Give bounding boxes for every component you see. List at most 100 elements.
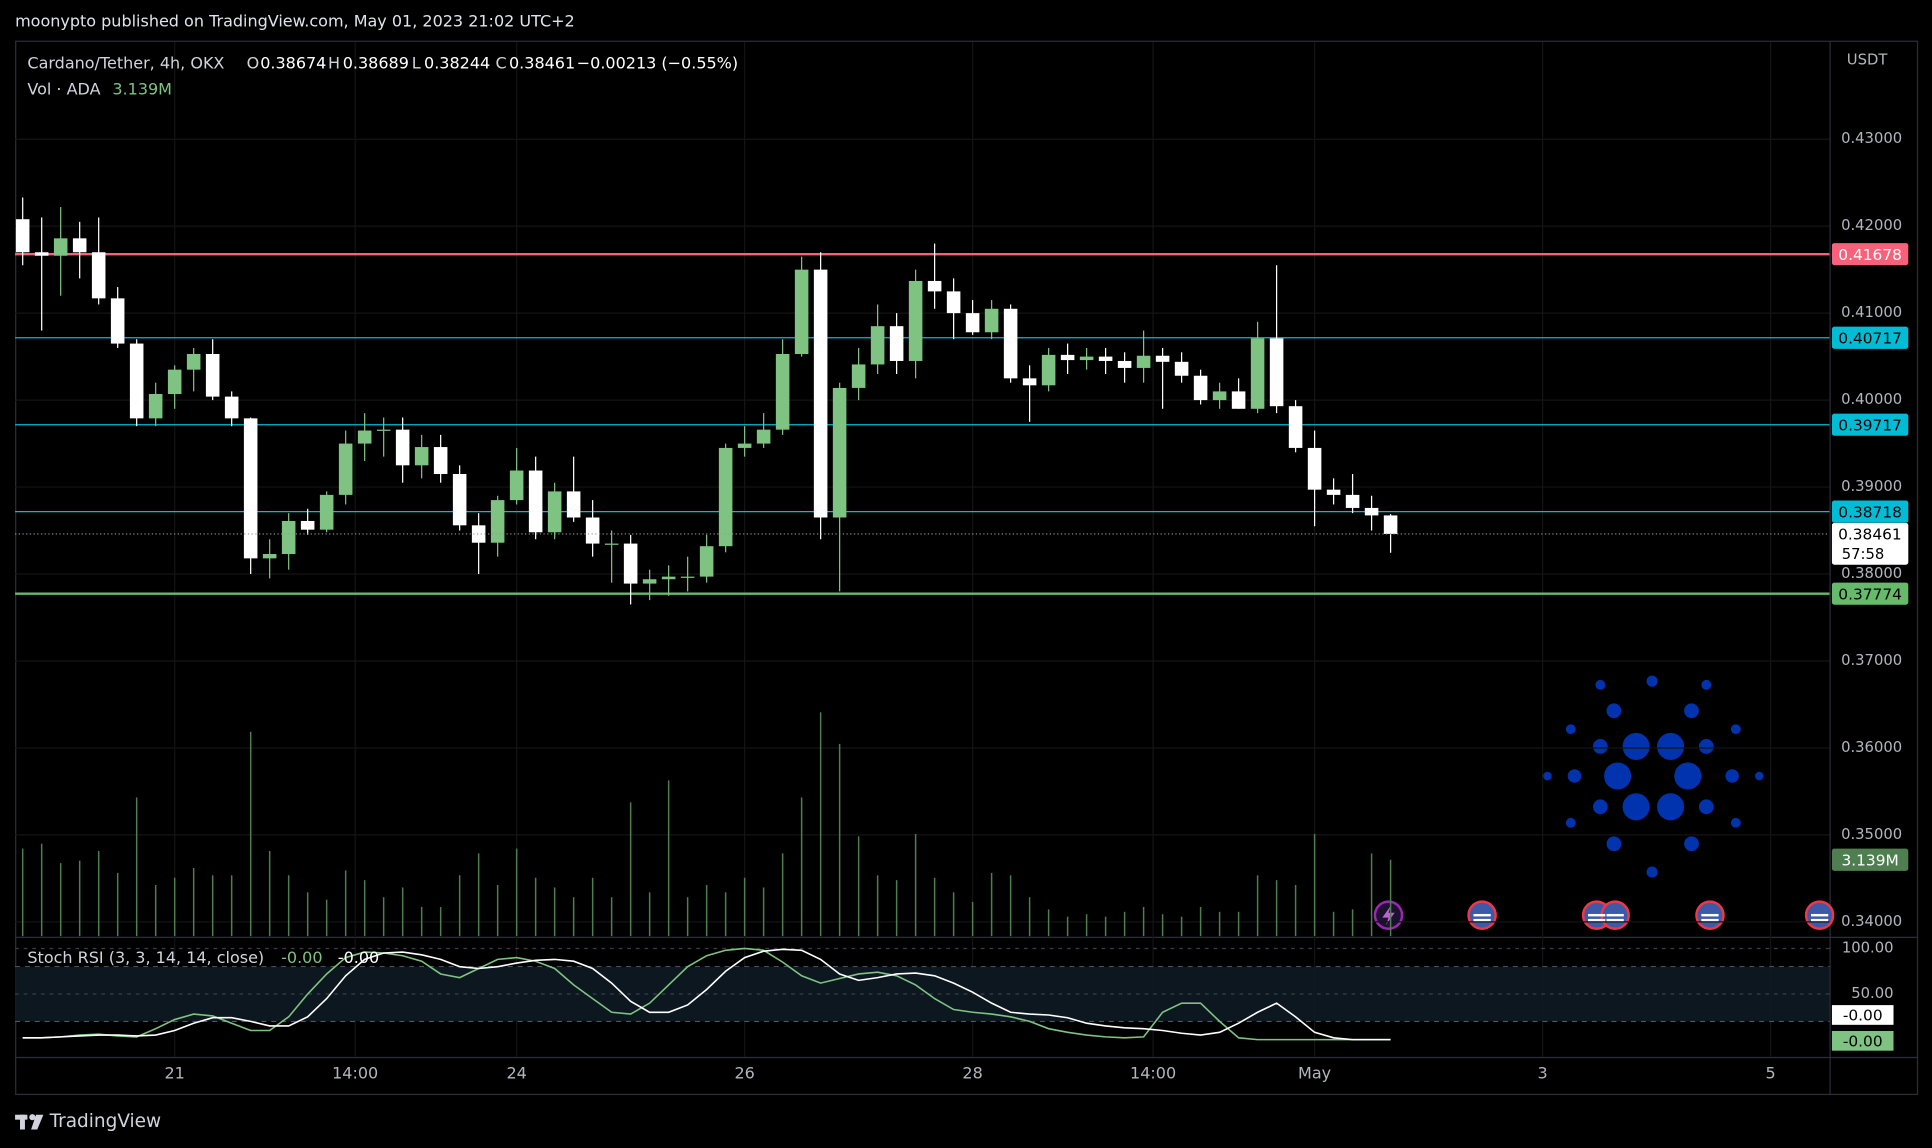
volume-bar (1275, 880, 1278, 937)
x-tick-label: 14:00 (1130, 1064, 1176, 1083)
y-tick-label: 0.43000 (1841, 130, 1902, 147)
volume-axis-label: 3.139M (1841, 851, 1898, 869)
candle-body (623, 543, 638, 584)
candle-body (300, 520, 315, 530)
chart-title: Cardano/Tether, 4h, OKX (27, 54, 224, 73)
volume-bar (667, 780, 670, 937)
volume-bar (78, 860, 81, 937)
stoch-title: Stoch RSI (3, 3, 14, 14, close) (27, 948, 264, 967)
stoch-value-box (1831, 1005, 1894, 1025)
volume-bar (572, 897, 575, 937)
volume-bar (952, 892, 955, 937)
x-tick-label: 26 (734, 1064, 754, 1083)
volume-bar (686, 897, 689, 937)
candle-body (1231, 391, 1246, 409)
ohlc-value: 0.38689 (343, 54, 409, 73)
current-price-label: 0.38461 (1838, 526, 1902, 544)
volume-box (1831, 848, 1909, 871)
x-tick-label: 3 (1537, 1064, 1547, 1083)
volume-bar (895, 880, 898, 937)
volume-bar (344, 870, 347, 937)
volume-bar (420, 906, 423, 937)
level-label-box (1831, 243, 1909, 266)
y-tick-label: 0.38000 (1841, 565, 1902, 582)
y-tick-label: 0.40000 (1841, 391, 1902, 408)
volume-bar (1085, 914, 1088, 937)
candle-body (604, 543, 619, 545)
volume-bar (648, 892, 651, 937)
volume-bar (1294, 885, 1297, 937)
grid (15, 41, 1830, 1057)
level-label: 0.39717 (1838, 416, 1902, 434)
candle-body (509, 470, 524, 501)
candle-body (1250, 338, 1265, 409)
candle-body (547, 491, 562, 533)
y-tick-label: 50.00 (1851, 985, 1893, 1002)
candle-body (699, 546, 714, 577)
volume-bar (762, 887, 765, 937)
volume-bar (1047, 909, 1050, 937)
candle-body (1307, 447, 1322, 490)
volume-bar (1009, 875, 1012, 937)
level-label-box (1831, 326, 1909, 349)
candle-body (357, 430, 372, 444)
volume-bar (230, 875, 233, 937)
volume-bar (477, 853, 480, 937)
candle-body (718, 447, 733, 547)
y-tick-label: 0.39000 (1841, 478, 1902, 495)
volume-bar (287, 875, 290, 937)
ohlc-key: O (247, 54, 260, 73)
volume-bar (724, 892, 727, 937)
volume-bar (135, 797, 138, 937)
stoch-value-box (1831, 1030, 1894, 1051)
ohlc-key: L (412, 54, 421, 73)
volume-bar (249, 731, 252, 937)
candle-body (262, 554, 277, 559)
candle-body (908, 280, 923, 361)
volume-legend-value: 3.139M (112, 79, 172, 98)
volume-bar (629, 802, 632, 937)
volume-bar (116, 872, 119, 937)
y-tick-label: 0.37000 (1841, 652, 1902, 669)
volume-bar (306, 892, 309, 937)
volume-bar (1104, 916, 1107, 937)
candle-body (642, 579, 657, 584)
candle-body (72, 238, 87, 253)
candle-body (1155, 355, 1170, 362)
candle-body (395, 429, 410, 466)
candle-body (490, 500, 505, 543)
candle-body (186, 354, 201, 370)
volume-bar (971, 902, 974, 937)
volume-bar (363, 880, 366, 937)
volume-bar (382, 897, 385, 937)
candle-body (1136, 355, 1151, 368)
level-label: 0.41678 (1838, 246, 1902, 264)
level-label: 0.37774 (1838, 585, 1902, 603)
ohlc-key: C (495, 54, 506, 73)
volume-bar (1370, 853, 1373, 937)
candle-body (243, 418, 258, 559)
volume-bar (534, 877, 537, 937)
candle-body (1345, 494, 1360, 508)
volume-bar (1313, 833, 1316, 937)
candle-body (1326, 489, 1341, 495)
volume-bar (1028, 897, 1031, 937)
volume-bar (211, 875, 214, 937)
stoch-legend-value: -0.00 (281, 948, 322, 967)
candle-body (1117, 360, 1132, 368)
candle-body (870, 326, 885, 365)
candle-body (1098, 356, 1113, 361)
candle-body (1212, 391, 1227, 401)
ohlc-value: 0.38674 (260, 54, 326, 73)
level-label: 0.38718 (1838, 503, 1902, 521)
y-tick-label: 0.36000 (1841, 739, 1902, 756)
candle-body (737, 443, 752, 448)
y-tick-label: 100.00 (1842, 939, 1894, 956)
candle-body (851, 364, 866, 388)
stoch-value-label: -0.00 (1843, 1033, 1883, 1051)
header: moonypto published on TradingView.com, M… (15, 12, 575, 31)
level-label-box (1831, 582, 1909, 605)
volume-bar (1218, 911, 1221, 937)
ohlc-key: H (328, 54, 340, 73)
